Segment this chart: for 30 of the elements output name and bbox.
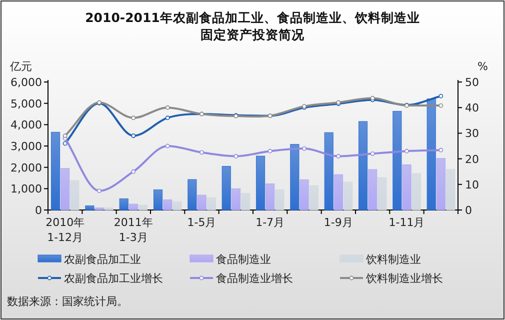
y2-tick-label: 50: [465, 76, 479, 89]
y-tick-label: 1,000: [10, 182, 42, 196]
chart-subtitle: 固定资产投资简况: [200, 27, 306, 42]
y2-tick-label: 20: [465, 152, 479, 166]
x-tick-label: 1-7月: [256, 216, 285, 229]
source-note: 数据来源：国家统计局。: [7, 295, 128, 308]
y-tick-label: 4,000: [10, 118, 42, 132]
y2-tick-label: 30: [465, 127, 479, 140]
y-tick-label: 6,000: [10, 76, 42, 89]
y-tick-label: 3,000: [10, 140, 42, 153]
y2-tick-label: 40: [465, 102, 479, 115]
y-tick-label: 5,000: [10, 97, 42, 110]
x-tick-label: 1-9月: [324, 216, 353, 229]
x-tick-label: 1-5月: [187, 216, 216, 229]
legend-label: 农副食品加工业增长: [64, 272, 163, 285]
x-tick-label: 2010年 1-12月: [46, 216, 85, 244]
y2-tick-label: 10: [465, 178, 479, 192]
chart-title: 2010-2011年农副食品加工业、食品制造业、饮料制造业: [85, 10, 420, 25]
legend-label: 食品制造业: [216, 253, 271, 266]
legend-label: 农副食品加工业: [64, 253, 141, 266]
x-tick-label: 1-11月: [388, 216, 425, 229]
x-tick-label: 2011年 1-3月: [114, 216, 153, 244]
y-tick-label: 2,000: [10, 161, 42, 174]
y-axis-title: 亿元: [9, 60, 32, 73]
y-tick-label: 0: [35, 204, 42, 217]
y2-tick-label: 0: [465, 204, 472, 217]
y2-axis-title: %: [478, 60, 488, 73]
legend-label: 饮料制造业: [365, 253, 421, 266]
legend-label: 饮料制造业增长: [365, 272, 443, 285]
legend-label: 食品制造业增长: [216, 272, 293, 285]
